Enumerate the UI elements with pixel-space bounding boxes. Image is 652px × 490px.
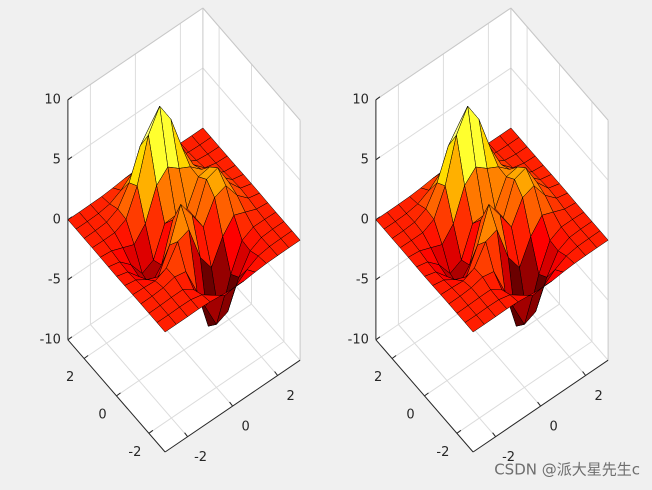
z-tick-label: -5 xyxy=(356,272,369,287)
axes: -10 -5 0 5 10 -2 0 2 -2 0 2 xyxy=(348,7,609,465)
x-tick-label: 0 xyxy=(241,420,249,435)
z-tick xyxy=(375,156,381,161)
x-tick xyxy=(492,432,497,438)
x-tick-label: 2 xyxy=(286,389,294,404)
z-tick xyxy=(375,276,381,281)
grid-line xyxy=(424,303,560,397)
z-tick xyxy=(67,156,73,161)
y-tick-label: -2 xyxy=(436,445,449,460)
x-tick xyxy=(184,432,189,438)
z-tick-label: 0 xyxy=(53,212,61,227)
z-tick xyxy=(67,276,73,281)
z-tick-label: 5 xyxy=(53,152,61,167)
box-edge xyxy=(67,7,204,101)
box-edge xyxy=(510,7,609,121)
grid-line xyxy=(67,67,204,161)
y-tick xyxy=(116,392,121,397)
surface-face xyxy=(156,314,177,333)
z-tick-label: -5 xyxy=(48,272,61,287)
grid-line xyxy=(116,303,252,397)
surface xyxy=(67,105,301,333)
z-tick-label: 5 xyxy=(361,152,369,167)
z-tick-label: -10 xyxy=(40,332,61,347)
y-tick-label: 2 xyxy=(66,370,74,385)
x-tick-label: -2 xyxy=(194,450,207,465)
z-tick-label: 0 xyxy=(361,212,369,227)
y-tick-label: 2 xyxy=(374,370,382,385)
grid-line xyxy=(202,67,301,181)
y-tick xyxy=(148,429,154,434)
grid-line xyxy=(375,67,512,161)
y-tick xyxy=(83,355,89,359)
x-tick xyxy=(582,371,586,376)
box-edge xyxy=(202,7,301,121)
watermark: CSDN @派大星先生c xyxy=(494,461,640,479)
x-tick xyxy=(274,371,279,376)
axes: -10 -5 0 5 10 -2 0 2 -2 0 2 xyxy=(40,7,301,465)
z-tick-label: -10 xyxy=(348,332,369,347)
z-tick-label: 10 xyxy=(44,92,61,107)
y-tick-label: 0 xyxy=(98,407,106,422)
z-tick xyxy=(67,336,73,341)
z-tick xyxy=(375,336,381,341)
y-tick-label: 0 xyxy=(406,407,414,422)
x-tick-label: 2 xyxy=(594,389,602,404)
y-tick xyxy=(456,429,462,434)
x-tick xyxy=(537,401,541,407)
surface xyxy=(375,105,609,333)
y-tick xyxy=(391,355,397,359)
grid-line xyxy=(148,341,285,434)
x-tick-label: 0 xyxy=(549,420,557,435)
surface-face xyxy=(464,314,485,333)
x-tick-label: -2 xyxy=(502,450,515,465)
grid-line xyxy=(510,67,609,181)
box-edge xyxy=(375,7,512,101)
z-tick xyxy=(67,96,73,101)
x-tick xyxy=(229,401,234,407)
grid-line xyxy=(456,341,593,434)
z-tick-label: 10 xyxy=(352,92,369,107)
y-tick-label: -2 xyxy=(128,445,141,460)
z-tick xyxy=(375,96,381,101)
y-tick xyxy=(424,392,429,397)
